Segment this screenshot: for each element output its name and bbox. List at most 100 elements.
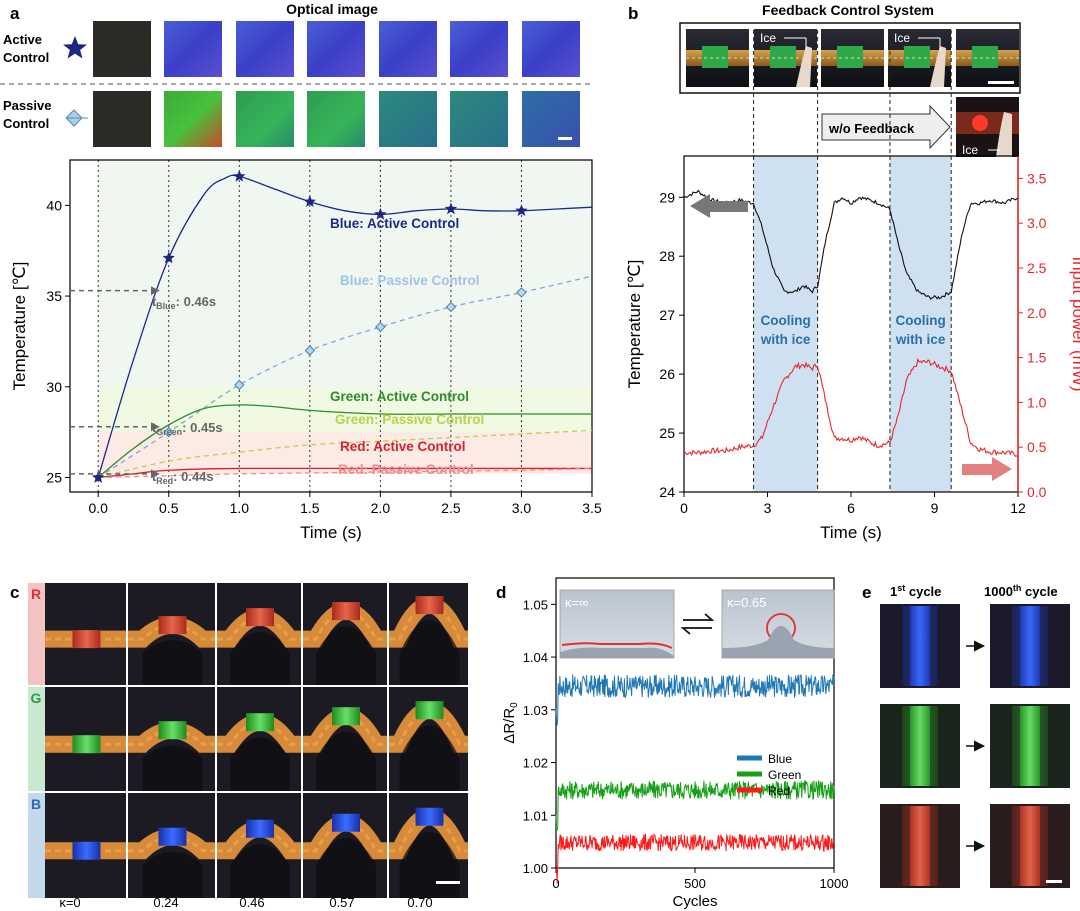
- bend-shadow: [399, 725, 460, 791]
- series-label: Red: Passive Control: [338, 462, 474, 477]
- y-axis-label: ΔR/R0: [501, 702, 520, 744]
- bend-shadow: [230, 737, 290, 791]
- data-point-diamond: [163, 426, 174, 438]
- panel-b: b Feedback Control System Ice Ice w/o Feed…: [625, 2, 1080, 542]
- chart-b: Cooling with ice Cooling with ice 0 3 6 9 12 24 25…: [625, 30, 1080, 542]
- chart-a: 0.0 0.5 1.0 1.5 2.0 2.5 3.0 3.5 25 30 35 40 Time (s)…: [10, 159, 602, 542]
- panel-letter-d: d: [496, 583, 506, 602]
- y-tick-label: 1.03: [523, 703, 548, 718]
- x-tick-label: 0.0: [88, 500, 108, 516]
- curvature-label: 0.46: [239, 895, 264, 910]
- bend-shadow: [399, 620, 460, 685]
- bend-shadow: [142, 745, 203, 791]
- y-tick-label: 40: [46, 197, 62, 213]
- row-label-bg: [28, 687, 45, 791]
- y-tick-label: 1.05: [523, 597, 548, 612]
- emissive-segment: [158, 721, 187, 740]
- passive-tile: [164, 91, 222, 147]
- panel-letter-c: c: [10, 583, 19, 602]
- series-label: Green: Passive Control: [335, 412, 484, 427]
- emissive-glow: [902, 606, 938, 686]
- emissive-segment: [72, 735, 101, 754]
- x-axis-label: Time (s): [820, 523, 882, 542]
- emissive-segment: [246, 713, 274, 732]
- emissive-segment: [415, 596, 444, 615]
- cycle-series: [555, 779, 835, 833]
- x-tick-label: 2.0: [371, 500, 391, 516]
- x-tick-label: 2.5: [441, 500, 461, 516]
- temperature-line: [683, 189, 1019, 301]
- data-point-diamond: [304, 345, 316, 356]
- emissive-segment: [332, 813, 360, 832]
- active-tile: [522, 21, 580, 77]
- active-tile: [236, 21, 294, 77]
- svg-text:Passive: Passive: [3, 98, 51, 113]
- finger-ice: [930, 46, 946, 87]
- emissive-segment: [415, 807, 444, 826]
- data-point-diamond: [516, 287, 527, 298]
- active-control-label: Active Control: [3, 32, 49, 65]
- row-label-bg: [28, 583, 45, 685]
- device-green: [702, 46, 728, 68]
- input-power-line: [683, 357, 1019, 457]
- bend-shadow: [142, 640, 203, 685]
- emissive-segment: [72, 841, 101, 860]
- device-red: [972, 115, 988, 131]
- active-tile: [379, 21, 437, 77]
- data-point-star: [92, 470, 105, 483]
- data-point-star: [444, 202, 458, 215]
- y-tick-label: 29: [659, 189, 675, 205]
- y-tick-label: 26: [659, 366, 675, 382]
- device-track-edge: [128, 623, 215, 641]
- row-label: R: [31, 586, 41, 602]
- curvature-label: 0.24: [153, 895, 178, 910]
- device-track-edge: [128, 728, 215, 746]
- x-axis-label: Time (s): [300, 523, 362, 542]
- x-tick-label: 0.5: [159, 500, 179, 516]
- finger-ice: [996, 112, 1012, 157]
- reversible-arrow: [683, 613, 715, 621]
- x-tick-label: 3.0: [512, 500, 532, 516]
- finger-ice: [796, 46, 812, 87]
- emissive-glow: [1012, 806, 1048, 886]
- y-tick-label: 35: [46, 288, 62, 304]
- passive-tile: [93, 91, 151, 147]
- data-point-star: [233, 169, 246, 182]
- curvature-label: 0.70: [407, 895, 432, 910]
- series-label: Blue: Active Control: [330, 216, 459, 231]
- panel-d: d 0 500 1000 1.00 1.01 1.02 1.03 1.04 1.05 Cycles…: [496, 577, 848, 910]
- legend-label: Green: [768, 768, 801, 782]
- data-point-star: [515, 204, 528, 217]
- series-line: [98, 467, 593, 479]
- y-tick-label: 1.00: [523, 861, 548, 876]
- cycle-photo-grid: [880, 604, 1070, 888]
- y-tick-label: 24: [659, 484, 675, 500]
- ice-label: Ice: [760, 31, 776, 45]
- data-point-star: [374, 207, 387, 220]
- passive-control-tiles: [93, 91, 580, 147]
- y-tick-label: 30: [46, 379, 62, 395]
- row-label-bg: [28, 793, 45, 898]
- row-label: B: [31, 796, 41, 812]
- inset-strain: [561, 642, 673, 649]
- feedback-photo-strip: Ice Ice w/o Feedback Ice: [679, 22, 1021, 157]
- emissive-glow: [902, 806, 938, 886]
- device-green: [837, 46, 863, 68]
- scale-bar: [558, 137, 572, 140]
- x-tick-label: 1.0: [230, 500, 250, 516]
- inset-base: [560, 647, 674, 658]
- emissive-glow: [902, 706, 938, 786]
- device-track-edge: [128, 835, 215, 853]
- svg-text:Active: Active: [3, 32, 42, 47]
- y-axis-label: Temperature [℃]: [10, 262, 29, 391]
- emissive-segment: [72, 630, 101, 649]
- legend-label: Blue: [768, 752, 792, 766]
- passive-control-label: Passive Control: [3, 98, 51, 131]
- scale-bar: [988, 81, 1014, 84]
- cooling-band: [889, 156, 952, 492]
- y-right-tick-label: 2.0: [1027, 305, 1047, 321]
- y-tick-label: 25: [659, 425, 675, 441]
- legend-label: Red: [768, 784, 790, 798]
- ice-label: Ice: [894, 31, 910, 45]
